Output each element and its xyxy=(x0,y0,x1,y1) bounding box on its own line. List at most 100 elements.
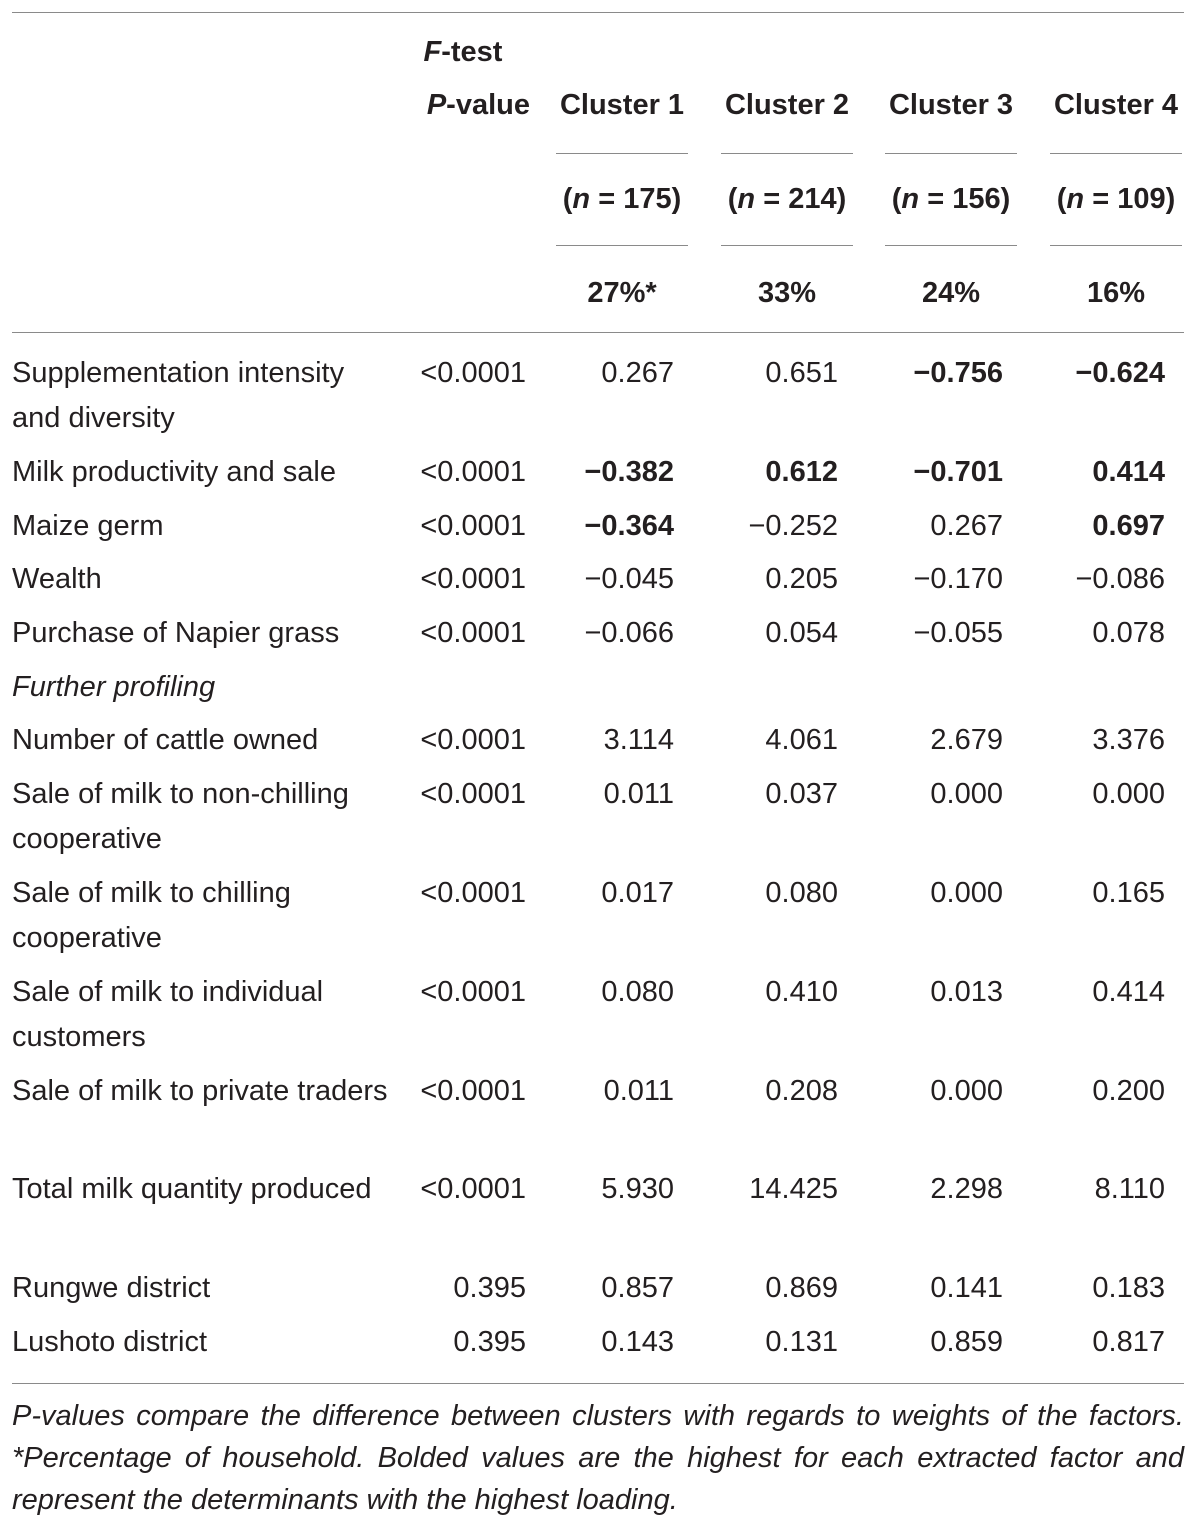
row-label: Sale of milk to individual customers xyxy=(12,976,324,1053)
row-label: Number of cattle owned xyxy=(12,724,319,756)
cluster-3-value: −0.756 xyxy=(913,357,1003,389)
cluster-subrule xyxy=(556,245,688,246)
cluster-3-value: 2.679 xyxy=(930,724,1003,756)
cluster-4-value: 0.817 xyxy=(1092,1326,1165,1358)
cluster-2-value: 0.054 xyxy=(765,617,838,649)
table-bottom-rule xyxy=(12,1383,1184,1384)
cluster-1-value: 5.930 xyxy=(601,1173,674,1205)
cluster-1-value: 0.857 xyxy=(601,1272,674,1304)
cluster-n: (n = 109) xyxy=(1056,183,1176,215)
cluster-1-value: 0.143 xyxy=(601,1326,674,1358)
top-rule xyxy=(12,12,1184,13)
cluster-1-value: 3.114 xyxy=(603,724,674,756)
p-value-cell: 0.395 xyxy=(453,1272,526,1304)
cluster-name: Cluster 2 xyxy=(724,89,850,121)
row-label: Milk productivity and sale xyxy=(12,456,336,488)
cluster-2-value: 14.425 xyxy=(749,1173,838,1205)
cluster-1-value: 0.011 xyxy=(603,1075,674,1107)
p-value-cell: <0.0001 xyxy=(420,1075,526,1107)
cluster-4-value: −0.624 xyxy=(1075,357,1165,389)
p-value-cell: <0.0001 xyxy=(420,617,526,649)
section-label: Further profiling xyxy=(12,671,216,703)
row-label: Sale of milk to private traders xyxy=(12,1075,388,1107)
cluster-3-value: 0.013 xyxy=(930,976,1003,1008)
cluster-3-value: 0.267 xyxy=(930,510,1003,542)
cluster-1-value: −0.364 xyxy=(584,510,674,542)
cluster-2-value: 0.131 xyxy=(765,1326,838,1358)
cluster-n: (n = 214) xyxy=(727,183,847,215)
cluster-4-value: 0.078 xyxy=(1092,617,1165,649)
cluster-subrule xyxy=(885,153,1017,154)
cluster-percent: 24% xyxy=(921,277,981,309)
cluster-2-value: 0.208 xyxy=(765,1075,838,1107)
cluster-n: (n = 175) xyxy=(562,183,682,215)
row-label: Lushoto district xyxy=(12,1326,208,1358)
p-value-cell: <0.0001 xyxy=(420,456,526,488)
row-label: Supplementation intensity and diversity xyxy=(12,357,345,434)
cluster-3-value: 0.141 xyxy=(930,1272,1003,1304)
cluster-2-value: 0.869 xyxy=(765,1272,838,1304)
table-footnote: P-values compare the difference between … xyxy=(12,1400,1184,1516)
p-value-cell: <0.0001 xyxy=(420,724,526,756)
cluster-3-value: −0.170 xyxy=(913,563,1003,595)
p-value-cell: <0.0001 xyxy=(420,1173,526,1205)
cluster-percent: 33% xyxy=(757,277,817,309)
cluster-2-value: 0.080 xyxy=(765,877,838,909)
cluster-3-value: 0.000 xyxy=(930,1075,1003,1107)
p-value-cell: <0.0001 xyxy=(420,510,526,542)
cluster-4-value: 0.697 xyxy=(1092,510,1165,542)
cluster-3-value: 0.859 xyxy=(930,1326,1003,1358)
cluster-2-value: 0.612 xyxy=(765,456,838,488)
p-value-cell: <0.0001 xyxy=(420,976,526,1008)
ftest-header: F-test xyxy=(400,35,526,69)
cluster-1-value: −0.066 xyxy=(584,617,674,649)
pvalue-header: P-value xyxy=(400,88,530,122)
row-label: Total milk quantity produced xyxy=(12,1173,372,1205)
cluster-4-value: 8.110 xyxy=(1094,1173,1165,1205)
cluster-2-value: −0.252 xyxy=(748,510,838,542)
cluster-subrule xyxy=(721,245,853,246)
cluster-subrule xyxy=(885,245,1017,246)
p-value-cell: <0.0001 xyxy=(420,563,526,595)
cluster-2-value: 0.037 xyxy=(765,778,838,810)
cluster-4-value: 0.000 xyxy=(1092,778,1165,810)
cluster-name: Cluster 4 xyxy=(1053,89,1179,121)
cluster-4-value: 0.414 xyxy=(1092,976,1165,1008)
cluster-1-value: −0.045 xyxy=(584,563,674,595)
cluster-3-value: 0.000 xyxy=(930,877,1003,909)
row-label: Wealth xyxy=(12,563,102,595)
cluster-3-value: 2.298 xyxy=(930,1173,1003,1205)
row-label: Sale of milk to non-chilling cooperative xyxy=(12,778,349,855)
pvalue-line: P-value xyxy=(426,89,530,121)
cluster-2-value: 0.410 xyxy=(765,976,838,1008)
cluster-name: Cluster 1 xyxy=(559,89,685,121)
cluster-4-value: 0.200 xyxy=(1092,1075,1165,1107)
cluster-2-value: 0.205 xyxy=(765,563,838,595)
cluster-1-value: 0.011 xyxy=(603,778,674,810)
cluster-percent: 27%* xyxy=(587,277,657,309)
cluster-4-value: 0.165 xyxy=(1092,877,1165,909)
cluster-subrule xyxy=(1050,153,1182,154)
cluster-3-value: 0.000 xyxy=(930,778,1003,810)
cluster-percent: 16% xyxy=(1086,277,1146,309)
cluster-3-value: −0.055 xyxy=(913,617,1003,649)
cluster-2-value: 4.061 xyxy=(765,724,838,756)
cluster-4-value: 3.376 xyxy=(1092,724,1165,756)
cluster-subrule xyxy=(1050,245,1182,246)
cluster-name: Cluster 3 xyxy=(888,89,1014,121)
header-bottom-rule xyxy=(12,332,1184,333)
row-label: Purchase of Napier grass xyxy=(12,617,340,649)
row-label: Rungwe district xyxy=(12,1272,211,1304)
cluster-n: (n = 156) xyxy=(891,183,1011,215)
row-label: Maize germ xyxy=(12,510,164,542)
cluster-subrule xyxy=(556,153,688,154)
p-value-cell: <0.0001 xyxy=(420,778,526,810)
cluster-4-value: 0.414 xyxy=(1092,456,1165,488)
p-value-cell: <0.0001 xyxy=(420,357,526,389)
cluster-2-value: 0.651 xyxy=(765,357,838,389)
p-value-cell: <0.0001 xyxy=(420,877,526,909)
cluster-1-value: 0.267 xyxy=(601,357,674,389)
row-label: Sale of milk to chilling cooperative xyxy=(12,877,291,954)
cluster-3-value: −0.701 xyxy=(913,456,1003,488)
cluster-1-value: −0.382 xyxy=(584,456,674,488)
